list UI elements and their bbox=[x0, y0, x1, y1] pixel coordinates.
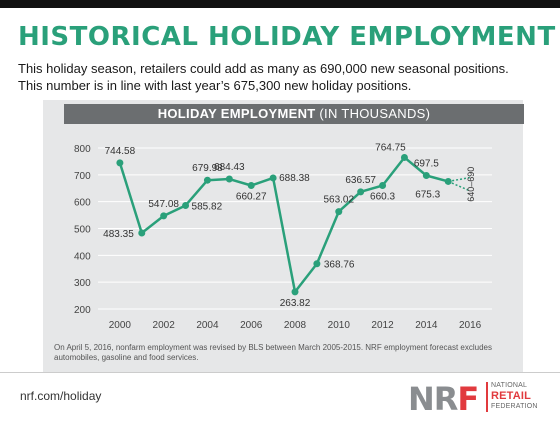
data-label: 697.5 bbox=[414, 159, 439, 170]
data-point bbox=[225, 175, 233, 183]
x-tick-label: 2006 bbox=[240, 320, 263, 331]
data-point bbox=[379, 181, 387, 189]
top-bar bbox=[0, 0, 560, 8]
data-point bbox=[182, 201, 190, 209]
data-point bbox=[116, 159, 124, 167]
x-tick-label: 2000 bbox=[109, 320, 132, 331]
x-tick-label: 2014 bbox=[415, 320, 438, 331]
y-tick-label: 400 bbox=[74, 251, 91, 262]
data-point bbox=[203, 176, 211, 184]
data-point bbox=[444, 177, 452, 185]
nrf-logo-wordmark: NATIONAL RETAIL FEDERATION bbox=[491, 381, 538, 411]
data-label: 563.02 bbox=[323, 195, 354, 206]
data-point bbox=[269, 174, 277, 182]
data-point bbox=[313, 260, 321, 268]
data-label: 764.75 bbox=[375, 142, 406, 153]
page-subtitle: This holiday season, retailers could add… bbox=[18, 60, 548, 94]
y-tick-label: 300 bbox=[74, 278, 91, 289]
nrf-logo-divider bbox=[486, 382, 488, 412]
data-point bbox=[400, 153, 408, 161]
footer-divider bbox=[0, 372, 560, 373]
data-label: 368.76 bbox=[324, 260, 355, 271]
y-tick-label: 800 bbox=[74, 144, 91, 155]
data-label: 679.98 bbox=[192, 163, 223, 174]
series-line bbox=[118, 156, 449, 294]
data-point bbox=[291, 288, 299, 296]
data-label: 660.27 bbox=[236, 191, 267, 202]
x-tick-label: 2010 bbox=[328, 320, 351, 331]
data-point bbox=[357, 188, 365, 196]
data-label: 688.38 bbox=[279, 173, 310, 184]
chart-title-bold: HOLIDAY EMPLOYMENT bbox=[157, 106, 316, 121]
footer-url-link[interactable]: nrf.com/holiday bbox=[20, 389, 102, 403]
data-label: 263.82 bbox=[280, 298, 311, 309]
data-point bbox=[160, 212, 168, 220]
data-label: 744.58 bbox=[105, 146, 136, 157]
subtitle-line-2: This number is in line with last year’s … bbox=[18, 78, 412, 93]
subtitle-line-1: This holiday season, retailers could add… bbox=[18, 61, 509, 76]
x-tick-label: 2002 bbox=[153, 320, 176, 331]
x-tick-label: 2012 bbox=[371, 320, 394, 331]
x-tick-label: 2004 bbox=[196, 320, 219, 331]
data-label: 636.57 bbox=[345, 175, 376, 186]
data-label: 483.35 bbox=[103, 229, 134, 240]
y-tick-label: 600 bbox=[74, 198, 91, 209]
y-tick-label: 500 bbox=[74, 225, 91, 236]
x-tick-label: 2008 bbox=[284, 320, 307, 331]
nrf-logo-line-2: RETAIL bbox=[491, 390, 532, 402]
nrf-logo-line-1: NATIONAL bbox=[491, 382, 528, 389]
data-label: 547.08 bbox=[148, 199, 179, 210]
data-label: 660.3 bbox=[370, 191, 395, 202]
nrf-logo-mark: NRF bbox=[408, 380, 479, 418]
y-tick-label: 200 bbox=[74, 305, 91, 316]
y-tick-label: 700 bbox=[74, 171, 91, 182]
nrf-logo: NRF NATIONAL RETAIL FEDERATION bbox=[408, 380, 558, 418]
footnote: On April 5, 2016, nonfarm employment was… bbox=[54, 343, 492, 362]
data-point bbox=[138, 229, 146, 237]
nrf-logo-mark-f: F bbox=[457, 380, 479, 418]
chart-title-units: (IN THOUSANDS) bbox=[315, 106, 431, 121]
data-label: 684.43 bbox=[214, 162, 245, 173]
x-tick-label: 2016 bbox=[459, 320, 482, 331]
data-label: 585.82 bbox=[192, 201, 223, 212]
chart-title: HOLIDAY EMPLOYMENT (IN THOUSANDS) bbox=[64, 104, 524, 124]
forecast-label: 640–690 bbox=[466, 167, 476, 202]
nrf-logo-line-3: FEDERATION bbox=[491, 403, 538, 410]
data-point bbox=[335, 208, 343, 216]
data-label: 675.3 bbox=[415, 189, 440, 200]
data-point bbox=[247, 181, 255, 189]
nrf-logo-mark-nr: NR bbox=[408, 380, 458, 418]
page-title: HISTORICAL HOLIDAY EMPLOYMENT bbox=[18, 22, 556, 52]
data-point bbox=[422, 172, 430, 180]
